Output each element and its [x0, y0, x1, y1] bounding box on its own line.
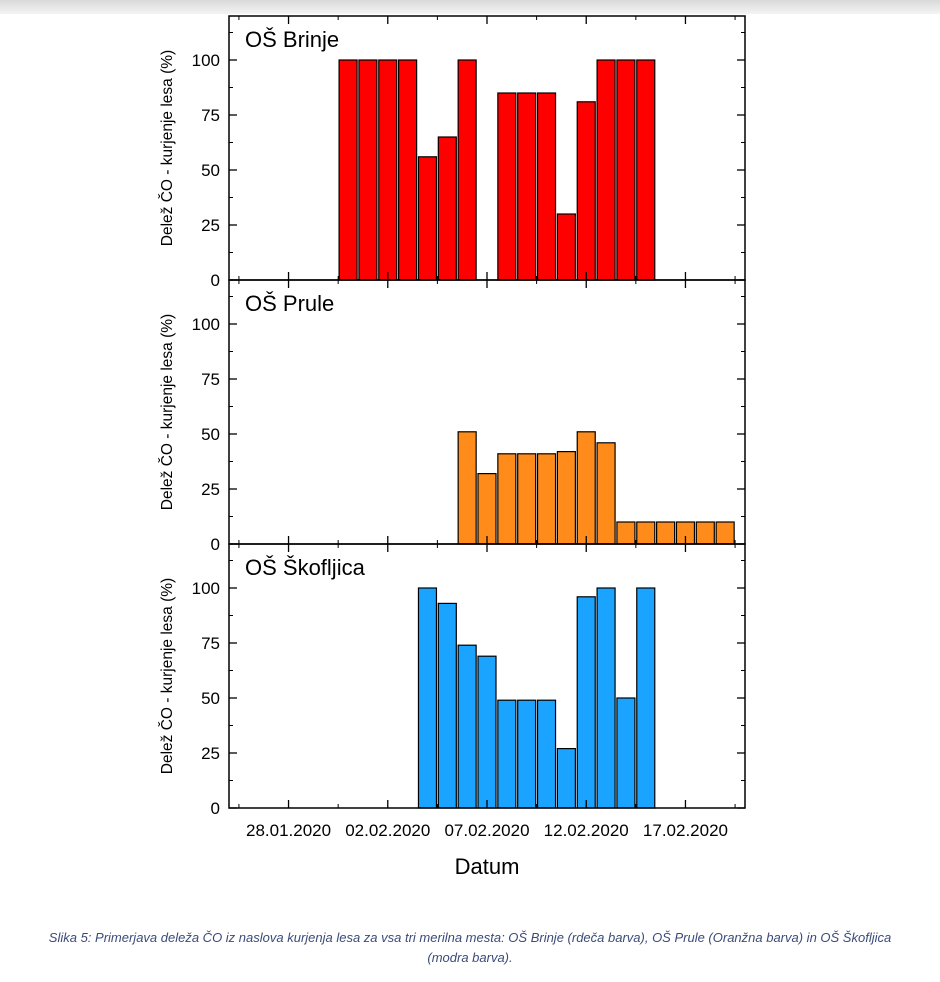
y-tick-label: 100: [192, 51, 220, 70]
bar-1: [497, 92, 517, 281]
bar-1: [576, 101, 596, 281]
panel-title: OŠ Prule: [245, 291, 334, 316]
bar-2: [715, 521, 735, 545]
bar-1: [398, 59, 418, 281]
bar-3: [616, 697, 636, 809]
bar-2: [497, 453, 517, 545]
x-tick-label: 28.01.2020: [246, 821, 331, 840]
bar-1: [417, 156, 438, 281]
bar-2: [616, 521, 636, 545]
bar-2: [596, 442, 616, 545]
bar-1: [556, 213, 576, 281]
bar-1: [437, 136, 457, 281]
bar-2: [477, 473, 497, 545]
bar-3: [477, 655, 497, 809]
bar-2: [576, 431, 596, 545]
bar-1: [616, 59, 636, 281]
bar-1: [378, 59, 398, 281]
y-tick-label: 25: [201, 480, 220, 499]
bar-1: [338, 59, 358, 281]
stacked-bar-chart: 0 25 50 75 100 OŠ Brinje Delež ČO - kurjenje l…: [159, 15, 746, 879]
y-tick-label: 75: [201, 370, 220, 389]
x-tick-label: 12.02.2020: [544, 821, 629, 840]
bar-2: [695, 521, 715, 545]
y-axis-label: Delež ČO - kurjenje lesa (%): [159, 314, 176, 510]
y-tick-label: 100: [192, 315, 220, 334]
x-tick-label: 02.02.2020: [345, 821, 430, 840]
bar-3: [457, 644, 477, 809]
y-tick-label: 25: [201, 216, 220, 235]
y-tick-label: 0: [211, 799, 220, 818]
bar-2: [457, 431, 477, 545]
panel-title: OŠ Škofljica: [245, 555, 366, 580]
bar-3: [556, 747, 576, 809]
bar-1: [596, 59, 616, 281]
y-tick-label: 50: [201, 689, 220, 708]
bar-2: [656, 521, 676, 545]
bar-3: [536, 699, 557, 809]
bar-3: [417, 587, 438, 809]
x-axis-label: Datum: [455, 854, 520, 879]
y-tick-label: 75: [201, 634, 220, 653]
bar-3: [636, 587, 656, 809]
y-tick-label: 50: [201, 161, 220, 180]
y-tick-label: 0: [211, 271, 220, 290]
bar-1: [517, 92, 537, 281]
bar-1: [457, 59, 477, 281]
y-axis-label: Delež ČO - kurjenje lesa (%): [159, 50, 176, 246]
panel-frame: [228, 15, 746, 281]
figure-caption: Slika 5: Primerjava deleža ČO iz naslova…: [48, 930, 892, 965]
x-tick-label: 07.02.2020: [444, 821, 529, 840]
bar-2: [517, 453, 537, 545]
y-tick-label: 25: [201, 744, 220, 763]
window-top-bar: [0, 0, 940, 14]
y-tick-label: 100: [192, 579, 220, 598]
bar-3: [596, 587, 616, 809]
bar-2: [636, 521, 656, 545]
panel-title: OŠ Brinje: [245, 27, 339, 52]
bar-3: [517, 699, 537, 809]
bar-3: [576, 596, 596, 809]
bar-3: [437, 602, 457, 809]
x-tick-label: 17.02.2020: [643, 821, 728, 840]
bar-3: [497, 699, 517, 809]
y-tick-label: 75: [201, 106, 220, 125]
y-axis-label: Delež ČO - kurjenje lesa (%): [159, 578, 176, 774]
bar-1: [636, 59, 656, 281]
bar-1: [536, 92, 557, 281]
bar-1: [358, 59, 378, 281]
y-tick-label: 0: [211, 535, 220, 554]
bar-2: [536, 453, 557, 545]
y-tick-label: 50: [201, 425, 220, 444]
bar-2: [556, 451, 576, 545]
